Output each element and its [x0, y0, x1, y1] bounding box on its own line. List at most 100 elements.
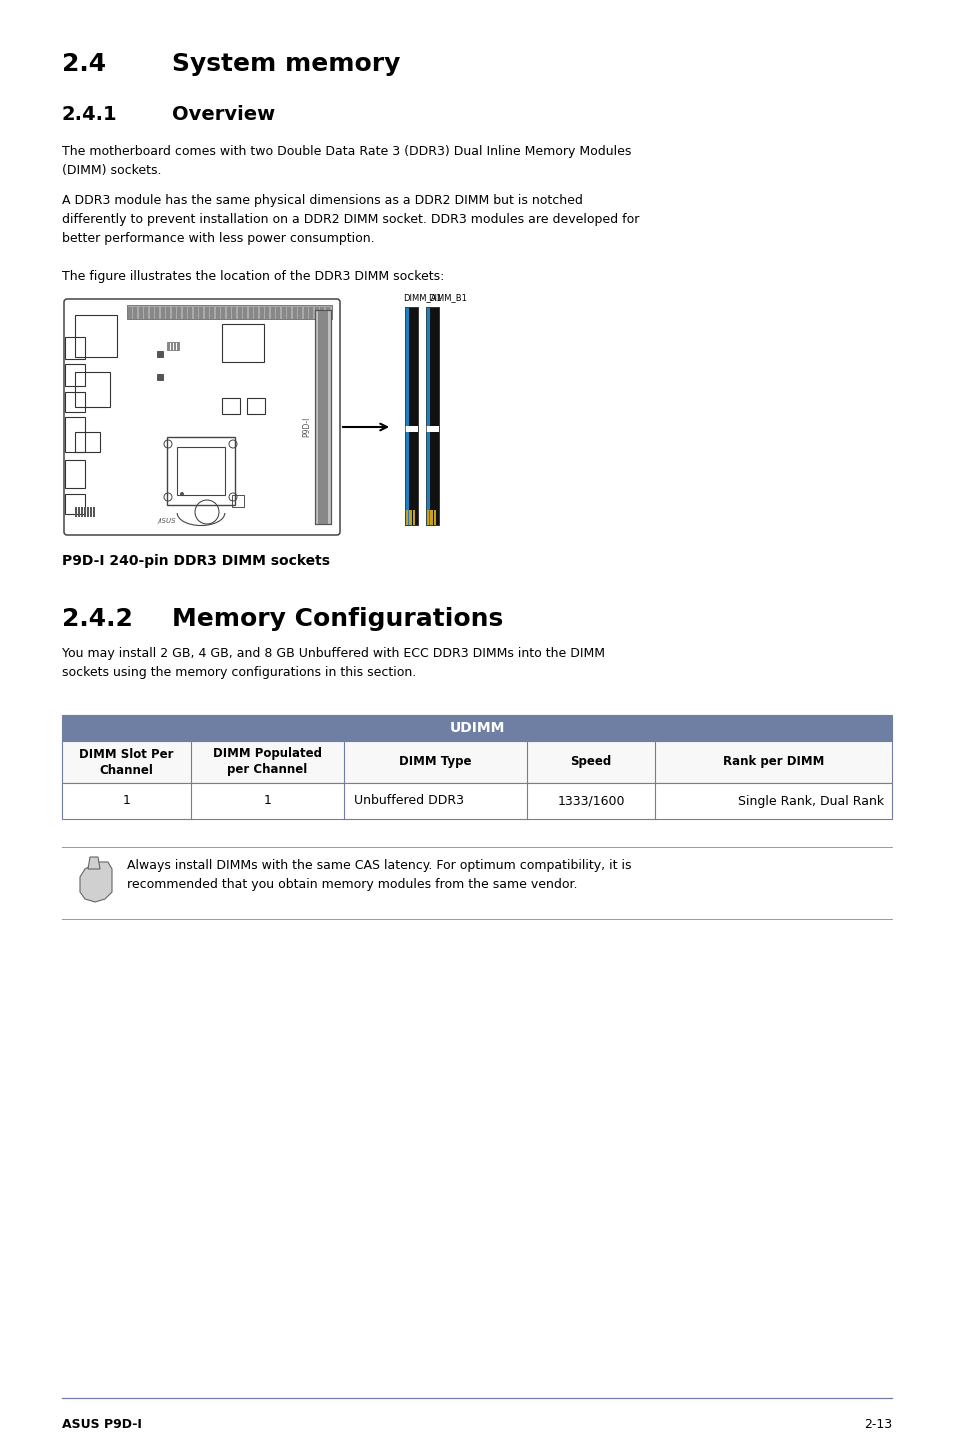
- Bar: [62, 715, 891, 741]
- Bar: [75, 508, 77, 518]
- Bar: [65, 460, 85, 487]
- Text: 2.4: 2.4: [62, 52, 106, 76]
- Bar: [171, 342, 172, 349]
- Bar: [282, 306, 286, 319]
- Text: 2.4.1: 2.4.1: [62, 105, 117, 124]
- Text: Overview: Overview: [172, 105, 274, 124]
- Bar: [271, 306, 274, 319]
- Text: The motherboard comes with two Double Data Rate 3 (DDR3) Dual Inline Memory Modu: The motherboard comes with two Double Da…: [62, 145, 631, 177]
- Text: 1: 1: [122, 795, 131, 808]
- Bar: [127, 305, 332, 319]
- Text: 1: 1: [263, 795, 271, 808]
- Bar: [75, 315, 117, 357]
- Text: Always install DIMMs with the same CAS latency. For optimum compatibility, it is: Always install DIMMs with the same CAS l…: [127, 858, 631, 892]
- Bar: [65, 495, 85, 513]
- Text: A DDR3 module has the same physical dimensions as a DDR2 DIMM but is notched
dif: A DDR3 module has the same physical dime…: [62, 194, 639, 244]
- Text: P9D-I 240-pin DDR3 DIMM sockets: P9D-I 240-pin DDR3 DIMM sockets: [62, 554, 330, 568]
- Bar: [199, 306, 203, 319]
- Bar: [168, 342, 170, 349]
- Text: Memory Configurations: Memory Configurations: [172, 607, 503, 631]
- Bar: [65, 393, 85, 413]
- Bar: [167, 437, 234, 505]
- Bar: [249, 306, 253, 319]
- Bar: [326, 306, 330, 319]
- Bar: [62, 784, 891, 820]
- Text: Rank per DIMM: Rank per DIMM: [722, 755, 823, 768]
- Bar: [157, 374, 163, 380]
- Bar: [90, 508, 91, 518]
- Bar: [254, 306, 258, 319]
- Text: Single Rank, Dual Rank: Single Rank, Dual Rank: [737, 795, 883, 808]
- Bar: [128, 306, 132, 319]
- Circle shape: [180, 492, 184, 496]
- Bar: [265, 306, 269, 319]
- Text: System memory: System memory: [172, 52, 400, 76]
- Text: DIMM_B1: DIMM_B1: [428, 293, 466, 302]
- Text: 2-13: 2-13: [863, 1418, 891, 1431]
- Text: 2.4.2: 2.4.2: [62, 607, 132, 631]
- Bar: [92, 508, 95, 518]
- Bar: [211, 306, 214, 319]
- Bar: [167, 342, 179, 349]
- Text: You may install 2 GB, 4 GB, and 8 GB Unbuffered with ECC DDR3 DIMMs into the DIM: You may install 2 GB, 4 GB, and 8 GB Unb…: [62, 647, 604, 679]
- Bar: [287, 306, 292, 319]
- Text: /ISUS: /ISUS: [157, 518, 176, 523]
- Polygon shape: [88, 857, 100, 869]
- Bar: [426, 306, 438, 525]
- Bar: [155, 306, 159, 319]
- Bar: [232, 495, 244, 508]
- Bar: [222, 398, 240, 414]
- Bar: [189, 306, 193, 319]
- Bar: [144, 306, 149, 319]
- Bar: [405, 426, 417, 431]
- Bar: [172, 306, 175, 319]
- Bar: [426, 306, 438, 525]
- Text: Speed: Speed: [570, 755, 611, 768]
- Bar: [314, 311, 331, 523]
- Bar: [139, 306, 143, 319]
- Text: DIMM_A1: DIMM_A1: [402, 293, 441, 302]
- Bar: [405, 306, 417, 525]
- Bar: [293, 306, 296, 319]
- Bar: [167, 306, 171, 319]
- Bar: [276, 306, 280, 319]
- Text: Unbuffered DDR3: Unbuffered DDR3: [354, 795, 464, 808]
- Bar: [233, 306, 236, 319]
- Bar: [193, 306, 198, 319]
- Bar: [247, 398, 265, 414]
- Bar: [177, 447, 225, 495]
- Bar: [62, 741, 891, 784]
- Bar: [243, 306, 247, 319]
- Text: The figure illustrates the location of the DDR3 DIMM sockets:: The figure illustrates the location of t…: [62, 270, 444, 283]
- Bar: [426, 426, 438, 431]
- Bar: [215, 306, 220, 319]
- Bar: [87, 508, 89, 518]
- Text: DIMM Type: DIMM Type: [399, 755, 471, 768]
- Bar: [426, 306, 430, 525]
- Text: UDIMM: UDIMM: [449, 720, 504, 735]
- Bar: [150, 306, 153, 319]
- Bar: [260, 306, 264, 319]
- Polygon shape: [80, 861, 112, 902]
- Bar: [205, 306, 209, 319]
- Text: P9D-I: P9D-I: [302, 417, 312, 437]
- Bar: [65, 417, 85, 452]
- Bar: [221, 306, 225, 319]
- Bar: [75, 431, 100, 452]
- Bar: [65, 364, 85, 385]
- Bar: [237, 306, 242, 319]
- Bar: [81, 508, 83, 518]
- Bar: [177, 306, 181, 319]
- Bar: [84, 508, 86, 518]
- Bar: [183, 306, 187, 319]
- Bar: [304, 306, 308, 319]
- Bar: [405, 306, 417, 525]
- Bar: [298, 306, 302, 319]
- Text: DIMM Populated
per Channel: DIMM Populated per Channel: [213, 748, 321, 777]
- Bar: [405, 306, 409, 525]
- Text: DIMM Slot Per
Channel: DIMM Slot Per Channel: [79, 748, 173, 777]
- Bar: [78, 508, 80, 518]
- Bar: [75, 372, 110, 407]
- Bar: [177, 342, 179, 349]
- Text: ASUS P9D-I: ASUS P9D-I: [62, 1418, 142, 1431]
